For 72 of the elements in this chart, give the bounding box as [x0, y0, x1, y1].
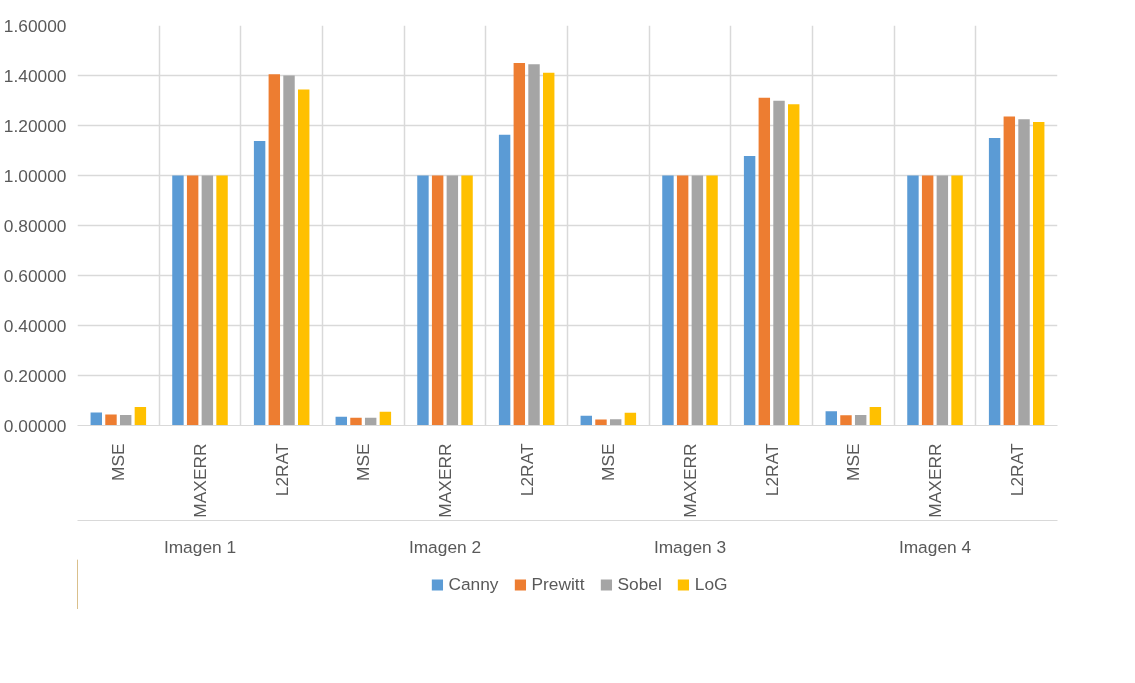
- bar: [543, 72, 555, 426]
- bar: [417, 175, 429, 426]
- y-tick-label: 1.60000: [3, 15, 67, 36]
- text: Imagen 3: [653, 536, 727, 557]
- x-tick-label: MSE: [108, 443, 129, 482]
- bar: [283, 75, 295, 426]
- bar: [134, 407, 147, 426]
- y-tick-label: 0.00000: [3, 415, 67, 436]
- bar: [609, 419, 622, 426]
- x-tick-label: MAXERR: [435, 443, 455, 518]
- bar: [201, 175, 214, 426]
- y-tick-label: 1.20000: [3, 115, 67, 136]
- x-tick-label: MAXERR: [190, 443, 210, 518]
- bar: [1003, 116, 1016, 426]
- bar: [172, 175, 184, 426]
- legend-label: LoG: [694, 573, 728, 595]
- bar: [936, 175, 949, 426]
- bar: [743, 156, 756, 426]
- bar: [907, 175, 919, 426]
- bar: [758, 97, 771, 426]
- bar: [788, 104, 800, 426]
- bar: [706, 175, 718, 426]
- bar: [691, 175, 704, 426]
- text: Imagen 2: [408, 536, 482, 557]
- bar: [773, 100, 785, 426]
- x-tick-label: MSE: [353, 443, 374, 482]
- bar: [1033, 122, 1045, 426]
- bar: [1018, 119, 1030, 426]
- bar: [528, 64, 540, 426]
- bar: [676, 175, 689, 426]
- bar: [854, 415, 867, 426]
- bar: [253, 141, 266, 426]
- y-tick-label: 1.00000: [3, 165, 67, 186]
- bar: [105, 414, 117, 426]
- y-tick-label: 0.80000: [3, 215, 67, 236]
- bar: [869, 407, 882, 426]
- bar: [662, 175, 674, 426]
- y-tick-label: 0.20000: [3, 365, 67, 386]
- x-tick-label: MSE: [843, 443, 864, 482]
- bar: [268, 74, 281, 426]
- bar: [921, 175, 934, 426]
- x-tick-label: L2RAT: [761, 443, 782, 497]
- x-tick-label: L2RAT: [516, 443, 537, 497]
- bar: [988, 138, 1001, 426]
- y-tick-label: 0.40000: [3, 315, 67, 336]
- bar: [350, 417, 362, 426]
- bar: [216, 175, 228, 426]
- y-tick-label: 0.60000: [3, 265, 67, 286]
- bar: [513, 63, 526, 426]
- legend-label: Canny: [448, 573, 499, 595]
- bar: [624, 412, 637, 426]
- bar: [119, 415, 132, 426]
- x-tick-label: MAXERR: [925, 443, 945, 518]
- bar: [379, 411, 392, 426]
- x-tick-label: L2RAT: [1006, 443, 1027, 497]
- bar: [461, 175, 473, 426]
- x-tick-label: MAXERR: [680, 443, 700, 518]
- x-tick-label: MSE: [598, 443, 619, 482]
- bar: [186, 175, 199, 426]
- bar: [825, 411, 837, 426]
- y-tick-label: 1.40000: [3, 65, 67, 86]
- legend-label: Sobel: [617, 573, 662, 595]
- bar: [446, 175, 459, 426]
- text: Imagen 1: [163, 536, 237, 557]
- x-tick-label: L2RAT: [271, 443, 292, 497]
- bar: [298, 89, 310, 426]
- bar: [498, 134, 511, 426]
- bar: [431, 175, 444, 426]
- bar: [840, 415, 852, 426]
- text: Imagen 4: [898, 536, 972, 557]
- legend-label: Prewitt: [531, 573, 585, 595]
- bar: [951, 175, 963, 426]
